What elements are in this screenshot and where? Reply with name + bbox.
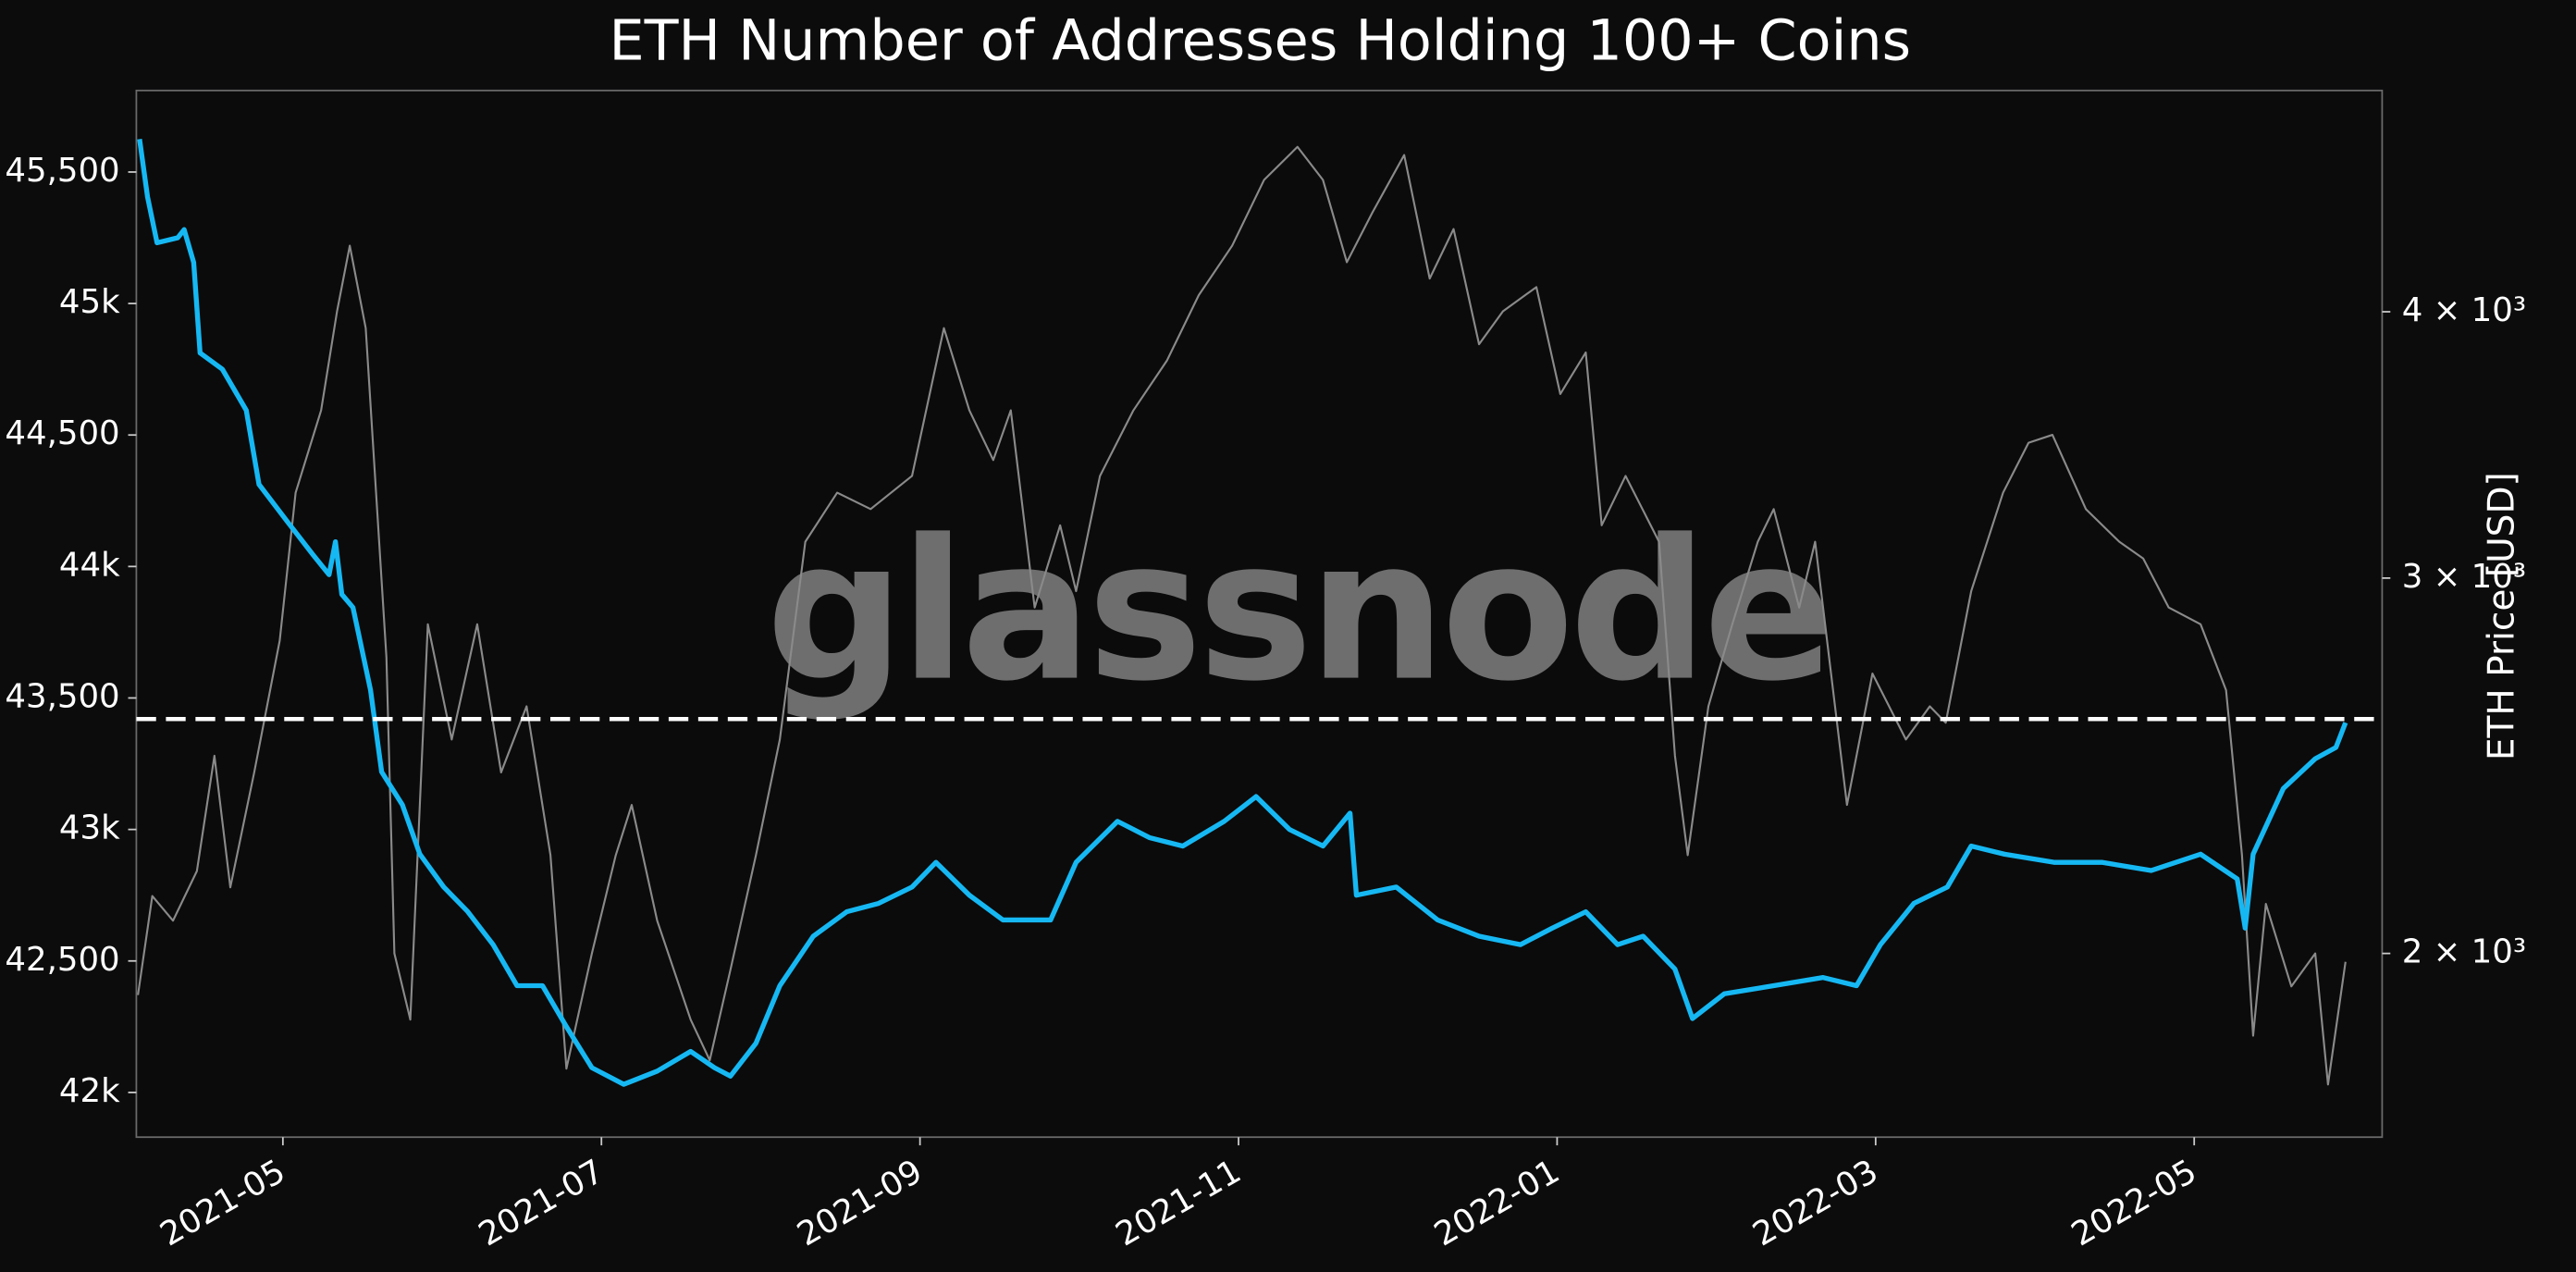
y-tick-label: 42,500 xyxy=(5,941,119,979)
y2-tick-label: 2 × 10³ xyxy=(2402,933,2526,971)
y-tick-label: 44,500 xyxy=(5,414,119,452)
series-line xyxy=(137,139,2348,1087)
plot-frame xyxy=(135,89,2384,1139)
y2-tick-label: 4 × 10³ xyxy=(2402,291,2526,329)
y2-tick-label: 3 × 10³ xyxy=(2402,558,2526,596)
chart-title: ETH Number of Addresses Holding 100+ Coi… xyxy=(610,9,1912,74)
y-tick-label: 43k xyxy=(59,809,120,847)
y-tick-label: 44k xyxy=(59,546,120,584)
y-tick-label: 45k xyxy=(59,283,120,321)
y-tick-label: 42k xyxy=(59,1072,120,1110)
y-tick-label: 45,500 xyxy=(5,152,119,190)
series-line xyxy=(137,145,2347,1086)
y2-axis-label: ETH Price [USD] xyxy=(2481,472,2522,760)
y-tick-label: 43,500 xyxy=(5,677,119,715)
